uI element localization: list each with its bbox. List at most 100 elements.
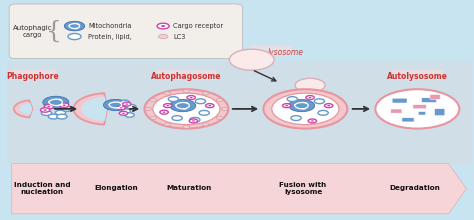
FancyBboxPatch shape	[5, 62, 474, 165]
Circle shape	[170, 99, 196, 112]
Circle shape	[291, 116, 301, 121]
Text: Phagophore: Phagophore	[6, 72, 59, 81]
Circle shape	[308, 119, 317, 123]
FancyBboxPatch shape	[392, 70, 443, 80]
Circle shape	[41, 111, 52, 116]
Wedge shape	[73, 93, 107, 125]
Circle shape	[190, 117, 200, 122]
Circle shape	[202, 92, 209, 95]
Text: Elongation: Elongation	[95, 185, 138, 191]
Circle shape	[206, 104, 214, 108]
Circle shape	[160, 110, 168, 114]
Circle shape	[289, 99, 315, 112]
Circle shape	[229, 49, 274, 70]
Circle shape	[216, 116, 223, 119]
Circle shape	[62, 106, 72, 111]
Circle shape	[183, 90, 190, 93]
Text: lysosome: lysosome	[268, 48, 304, 57]
Circle shape	[164, 104, 172, 108]
FancyBboxPatch shape	[418, 112, 426, 115]
Circle shape	[123, 102, 131, 106]
Circle shape	[264, 89, 347, 128]
Circle shape	[44, 104, 54, 109]
Circle shape	[202, 123, 209, 126]
FancyBboxPatch shape	[9, 4, 242, 59]
Wedge shape	[14, 100, 33, 117]
Circle shape	[157, 23, 169, 29]
Circle shape	[122, 113, 125, 114]
Circle shape	[125, 103, 128, 105]
Text: Autophagic
cargo: Autophagic cargo	[13, 25, 52, 38]
Circle shape	[195, 99, 206, 104]
FancyBboxPatch shape	[392, 98, 407, 103]
Text: Protein, lipid,: Protein, lipid,	[89, 33, 132, 40]
Circle shape	[40, 108, 50, 112]
Circle shape	[221, 107, 228, 110]
Circle shape	[208, 105, 211, 106]
Circle shape	[153, 93, 220, 125]
Text: Maturation: Maturation	[166, 185, 211, 191]
Circle shape	[68, 33, 81, 40]
FancyBboxPatch shape	[430, 94, 440, 99]
Circle shape	[166, 105, 169, 106]
Text: LC3: LC3	[173, 33, 186, 40]
Circle shape	[43, 96, 69, 108]
FancyBboxPatch shape	[391, 109, 402, 113]
Circle shape	[272, 93, 339, 125]
Circle shape	[172, 116, 182, 121]
Circle shape	[60, 103, 69, 107]
Circle shape	[164, 92, 171, 95]
FancyBboxPatch shape	[9, 70, 56, 80]
Circle shape	[158, 34, 168, 39]
Polygon shape	[11, 163, 466, 214]
Text: Autophagosome: Autophagosome	[151, 72, 222, 81]
Circle shape	[57, 114, 67, 119]
Circle shape	[161, 25, 165, 27]
FancyBboxPatch shape	[413, 105, 427, 109]
Circle shape	[295, 78, 325, 92]
Text: Induction and
nucleation: Induction and nucleation	[14, 182, 70, 195]
Circle shape	[283, 104, 291, 108]
Circle shape	[44, 109, 47, 111]
Circle shape	[145, 89, 228, 128]
Circle shape	[150, 116, 156, 119]
Circle shape	[119, 111, 128, 115]
Text: Autolysosome: Autolysosome	[387, 72, 448, 81]
Circle shape	[187, 95, 195, 99]
Circle shape	[327, 105, 330, 106]
Text: Mitochondria: Mitochondria	[89, 23, 132, 29]
Circle shape	[309, 97, 311, 98]
Circle shape	[103, 99, 128, 111]
Text: {: {	[46, 20, 62, 43]
Circle shape	[199, 110, 210, 115]
Circle shape	[145, 107, 152, 110]
Circle shape	[318, 110, 328, 115]
Wedge shape	[81, 97, 107, 121]
Circle shape	[117, 106, 125, 110]
Circle shape	[47, 106, 50, 108]
Circle shape	[150, 98, 156, 101]
Circle shape	[285, 105, 288, 106]
Circle shape	[375, 89, 459, 128]
Circle shape	[287, 97, 298, 101]
FancyBboxPatch shape	[435, 109, 445, 116]
FancyBboxPatch shape	[421, 98, 437, 103]
Circle shape	[192, 120, 195, 122]
FancyBboxPatch shape	[402, 118, 414, 122]
Circle shape	[48, 114, 59, 119]
Circle shape	[216, 98, 223, 101]
Wedge shape	[19, 103, 33, 115]
Circle shape	[311, 120, 314, 122]
Text: Cargo receptor: Cargo receptor	[173, 23, 224, 29]
FancyBboxPatch shape	[249, 46, 292, 56]
Circle shape	[163, 112, 165, 113]
Circle shape	[314, 99, 325, 104]
Circle shape	[306, 95, 314, 99]
Circle shape	[63, 104, 66, 106]
Circle shape	[55, 110, 65, 115]
Circle shape	[168, 97, 179, 101]
Circle shape	[127, 104, 136, 109]
Circle shape	[125, 113, 134, 117]
Text: Fusion with
lysosome: Fusion with lysosome	[280, 182, 327, 195]
Circle shape	[190, 97, 192, 98]
